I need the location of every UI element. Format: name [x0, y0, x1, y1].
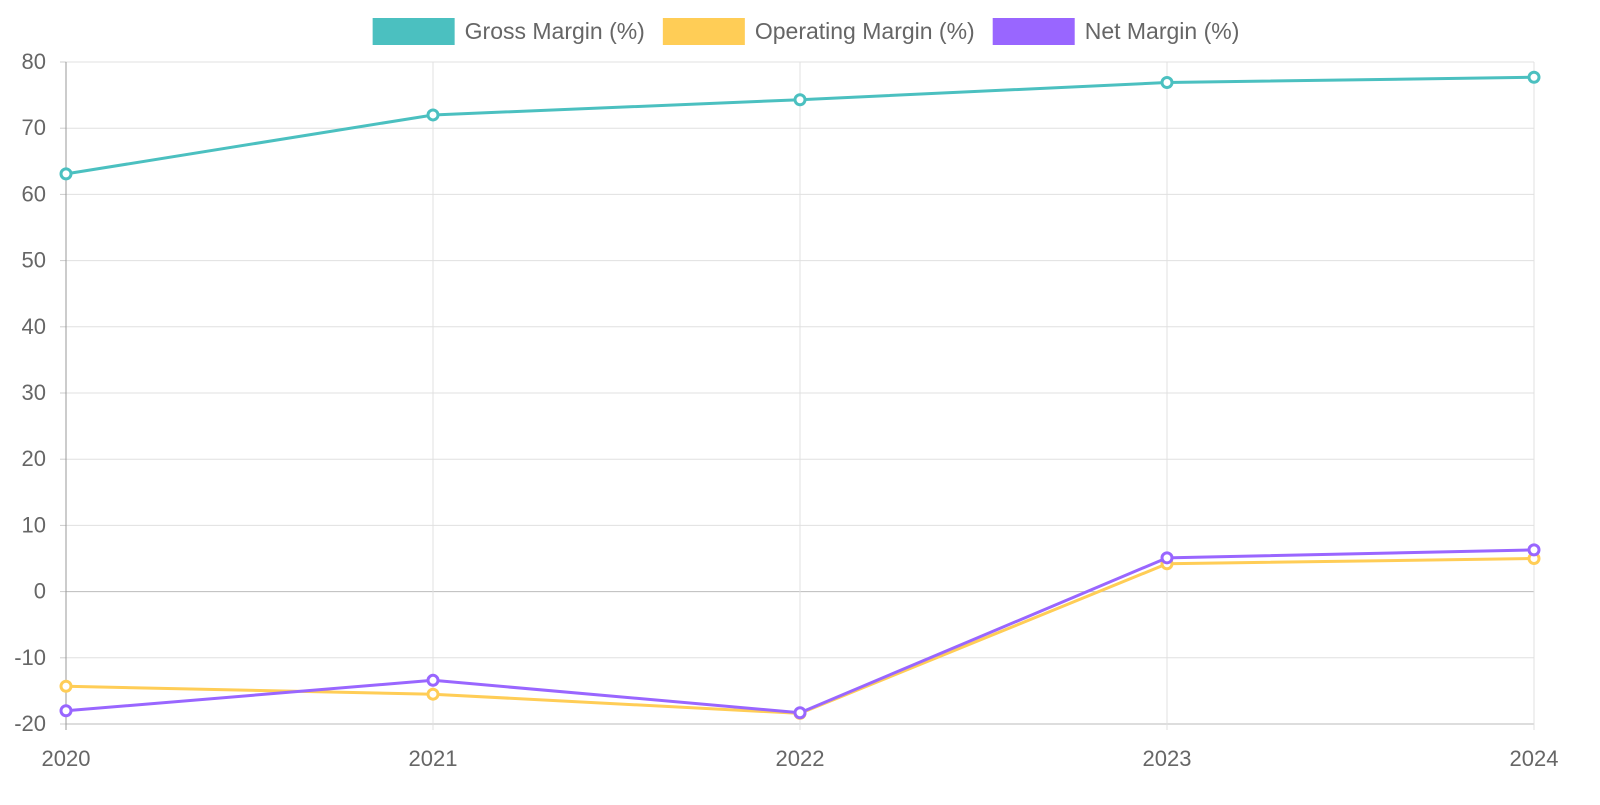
data-point [426, 108, 440, 122]
x-tick-label: 2023 [1143, 746, 1192, 771]
data-point [426, 687, 440, 701]
y-tick-label: 50 [22, 248, 46, 273]
legend-label: Net Margin (%) [1085, 18, 1240, 44]
data-point [59, 167, 73, 181]
data-point [59, 679, 73, 693]
series-layer [59, 70, 1541, 720]
legend-swatch [372, 18, 455, 45]
y-tick-label: -10 [14, 645, 46, 670]
y-tick-label: 40 [22, 314, 46, 339]
legend-item: Net Margin (%) [992, 18, 1240, 45]
y-tick-label: 60 [22, 181, 46, 206]
legend-swatch [662, 18, 745, 45]
x-tick-label: 2022 [776, 746, 825, 771]
grid [60, 61, 1535, 730]
data-point [1527, 543, 1541, 557]
y-tick-label: -20 [14, 711, 46, 736]
y-tick-label: 30 [22, 380, 46, 405]
x-tick-label: 2021 [409, 746, 458, 771]
legend-item: Operating Margin (%) [662, 18, 975, 45]
y-tick-label: 20 [22, 446, 46, 471]
y-tick-label: 10 [22, 512, 46, 537]
data-point [793, 93, 807, 107]
data-point [1160, 551, 1174, 565]
legend-swatch [992, 18, 1075, 45]
x-tick-label: 2020 [42, 746, 91, 771]
x-axis: 2020 2021 2022 2023 2024 [42, 746, 1559, 771]
y-tick-label: 80 [22, 49, 46, 74]
data-point [59, 704, 73, 718]
legend-label: Operating Margin (%) [755, 18, 975, 44]
series-net-margin [59, 543, 1541, 720]
legend: Gross Margin (%) Operating Margin (%) Net … [372, 18, 1240, 45]
legend-item: Gross Margin (%) [372, 18, 645, 45]
series-gross-margin [59, 70, 1541, 181]
data-point [1160, 76, 1174, 90]
y-tick-label: 70 [22, 115, 46, 140]
y-tick-label: 0 [34, 579, 46, 604]
y-axis: 80 70 60 50 40 30 20 10 0 -10 -20 [14, 49, 46, 736]
x-tick-label: 2024 [1510, 746, 1559, 771]
data-point [793, 706, 807, 720]
data-point [426, 673, 440, 687]
data-point [1527, 70, 1541, 84]
legend-label: Gross Margin (%) [465, 18, 645, 44]
